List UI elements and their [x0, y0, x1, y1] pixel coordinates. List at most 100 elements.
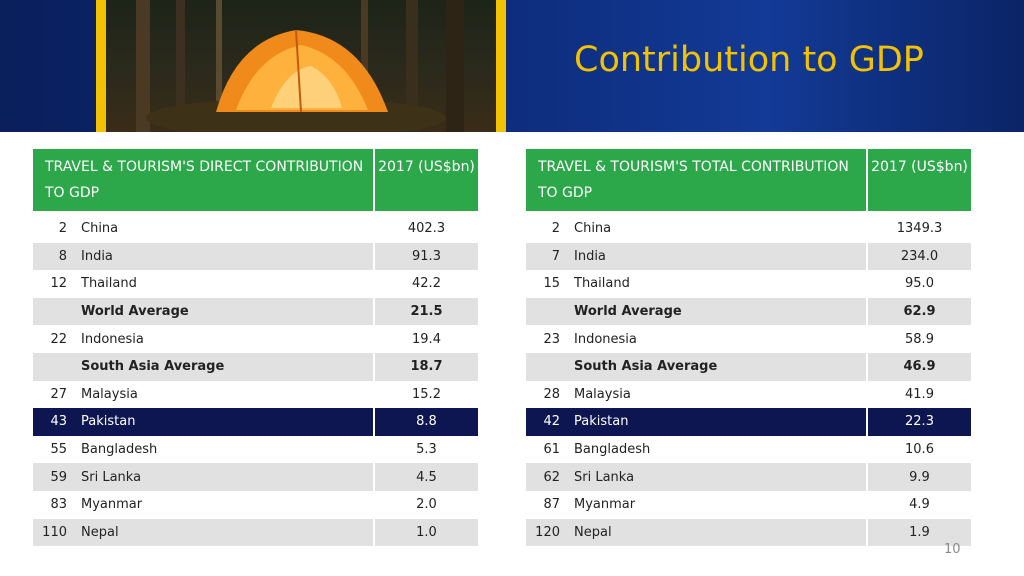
country-cell: Indonesia [77, 325, 375, 353]
value-cell: 1349.3 [896, 221, 943, 237]
table-row: 42 Pakistan 22.3 [526, 408, 971, 436]
table-header-year: 2017 (US$bn) [871, 159, 968, 175]
tent-illustration [136, 0, 464, 132]
rank-cell: 42 [543, 414, 560, 430]
table-row: South Asia Average 46.9 [526, 352, 971, 381]
table-row: 83 Myanmar 2.0 [33, 490, 478, 519]
slide-title: Contribution to GDP [574, 40, 924, 80]
table-row: 62 Sri Lanka 9.9 [526, 463, 971, 491]
table-row: South Asia Average 18.7 [33, 352, 478, 381]
value-cell: 234.0 [900, 248, 939, 264]
table-header-year: 2017 (US$bn) [378, 159, 475, 175]
value-cell: 10.6 [905, 442, 934, 458]
table-body: 2 China 1349.3 7 India 234.0 15 Thailand 95.0 Wor… [526, 215, 971, 547]
value-cell: 2.0 [416, 497, 437, 513]
table-row: 8 India 91.3 [33, 242, 478, 271]
rank-cell: 12 [50, 276, 67, 292]
value-cell: 42.2 [412, 276, 441, 292]
country-cell: Malaysia [570, 380, 868, 409]
rank-cell: 87 [543, 497, 560, 513]
country-cell: China [570, 215, 868, 243]
table-row: 2 China 1349.3 [526, 215, 971, 243]
value-cell: 41.9 [905, 386, 934, 402]
table-header-title: TRAVEL & TOURISM'S DIRECT CONTRIBUTION T… [33, 149, 375, 211]
country-cell: South Asia Average [77, 352, 375, 381]
country-cell: Thailand [77, 270, 375, 298]
rank-cell: 61 [543, 442, 560, 458]
country-cell: World Average [570, 297, 868, 326]
rank-cell: 15 [543, 276, 560, 292]
rank-cell: 22 [50, 331, 67, 347]
value-cell: 402.3 [407, 221, 446, 237]
table-header-title: TRAVEL & TOURISM'S TOTAL CONTRIBUTION TO… [526, 149, 868, 211]
value-cell: 58.9 [905, 331, 934, 347]
country-cell: Sri Lanka [77, 463, 375, 491]
rank-cell: 120 [535, 524, 560, 540]
header-stripe-left [96, 0, 106, 132]
value-cell: 19.4 [412, 331, 441, 347]
value-cell: 95.0 [905, 276, 934, 292]
value-cell: 22.3 [905, 414, 934, 430]
table-row: World Average 62.9 [526, 297, 971, 326]
country-cell: China [77, 215, 375, 243]
value-cell: 4.9 [909, 497, 930, 513]
value-cell: 91.3 [412, 248, 441, 264]
table-row: 59 Sri Lanka 4.5 [33, 463, 478, 491]
table-row: 120 Nepal 1.9 [526, 518, 971, 547]
table-row: 61 Bangladesh 10.6 [526, 435, 971, 464]
rank-cell: 28 [543, 386, 560, 402]
direct-contribution-table: TRAVEL & TOURISM'S DIRECT CONTRIBUTION T… [33, 149, 478, 547]
table-row: 12 Thailand 42.2 [33, 270, 478, 298]
rank-cell: 27 [50, 386, 67, 402]
country-cell: India [77, 242, 375, 271]
rank-cell: 83 [50, 497, 67, 513]
value-cell: 4.5 [416, 469, 437, 485]
value-cell: 1.0 [416, 524, 437, 540]
table-row: 43 Pakistan 8.8 [33, 408, 478, 436]
country-cell: Myanmar [570, 490, 868, 519]
value-cell: 18.7 [410, 359, 443, 375]
value-cell: 9.9 [909, 469, 930, 485]
value-cell: 62.9 [903, 304, 936, 320]
rank-cell: 110 [42, 524, 67, 540]
table-row: 7 India 234.0 [526, 242, 971, 271]
table-row: 23 Indonesia 58.9 [526, 325, 971, 353]
country-cell: India [570, 242, 868, 271]
table-header: TRAVEL & TOURISM'S TOTAL CONTRIBUTION TO… [526, 149, 971, 211]
header-stripe-right [496, 0, 506, 132]
value-cell: 15.2 [412, 386, 441, 402]
country-cell: Pakistan [77, 408, 375, 436]
rank-cell: 23 [543, 331, 560, 347]
table-row: 110 Nepal 1.0 [33, 518, 478, 547]
country-cell: Sri Lanka [570, 463, 868, 491]
slide-header: Contribution to GDP [0, 0, 1024, 132]
country-cell: Malaysia [77, 380, 375, 409]
country-cell: Bangladesh [570, 435, 868, 464]
value-cell: 5.3 [416, 442, 437, 458]
total-contribution-table: TRAVEL & TOURISM'S TOTAL CONTRIBUTION TO… [526, 149, 971, 547]
table-row: 28 Malaysia 41.9 [526, 380, 971, 409]
table-row: 27 Malaysia 15.2 [33, 380, 478, 409]
country-cell: South Asia Average [570, 352, 868, 381]
rank-cell: 59 [50, 469, 67, 485]
rank-cell: 62 [543, 469, 560, 485]
rank-cell: 2 [58, 221, 67, 237]
country-cell: Indonesia [570, 325, 868, 353]
rank-cell: 2 [551, 221, 560, 237]
country-cell: Myanmar [77, 490, 375, 519]
country-cell: Bangladesh [77, 435, 375, 464]
country-cell: World Average [77, 297, 375, 326]
table-row: 22 Indonesia 19.4 [33, 325, 478, 353]
table-header: TRAVEL & TOURISM'S DIRECT CONTRIBUTION T… [33, 149, 478, 211]
value-cell: 21.5 [410, 304, 443, 320]
rank-cell: 8 [58, 248, 67, 264]
table-row: 55 Bangladesh 5.3 [33, 435, 478, 464]
country-cell: Pakistan [570, 408, 868, 436]
rank-cell: 55 [50, 442, 67, 458]
table-row: World Average 21.5 [33, 297, 478, 326]
rank-cell: 43 [50, 414, 67, 430]
value-cell: 8.8 [416, 414, 437, 430]
country-cell: Thailand [570, 270, 868, 298]
country-cell: Nepal [570, 518, 868, 547]
value-cell: 46.9 [903, 359, 936, 375]
